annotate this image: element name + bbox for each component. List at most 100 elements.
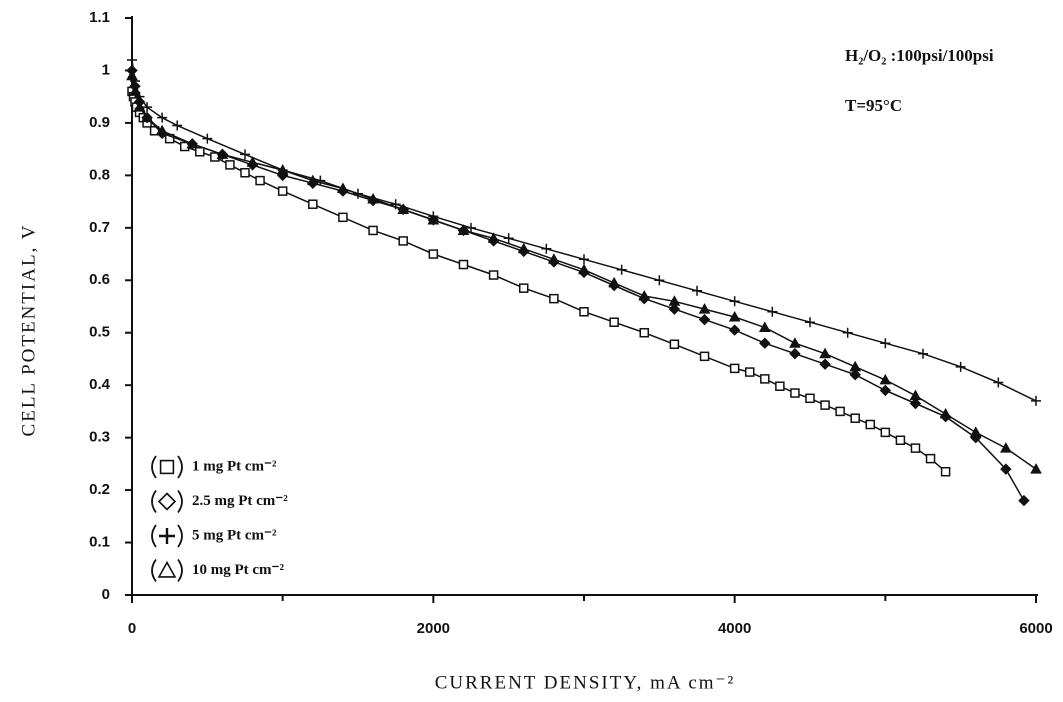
data-point (277, 186, 288, 196)
data-point (240, 167, 250, 178)
data-point (699, 351, 710, 362)
legend-bracket (177, 558, 183, 583)
data-point (172, 120, 183, 131)
data-point (918, 348, 928, 359)
data-point (1018, 494, 1030, 507)
y-tick-label: 0.8 (89, 166, 110, 183)
y-tick-label: 0.7 (89, 219, 110, 236)
data-point (457, 224, 470, 235)
legend-label: 5 mg Pt cm⁻² (192, 527, 277, 543)
data-point (728, 310, 741, 322)
y-tick-label: 0.4 (89, 376, 111, 393)
y-tick-label: 1 (102, 61, 110, 78)
data-point (338, 212, 348, 223)
data-point (789, 337, 801, 348)
data-point (698, 313, 711, 326)
annotation: H₂/O₂ :100psi/100psi (845, 46, 994, 65)
data-point (910, 443, 921, 453)
data-point (195, 147, 205, 157)
data-point (466, 222, 476, 233)
data-point (142, 102, 153, 113)
data-point (849, 368, 861, 381)
y-tick-label: 0.3 (89, 429, 110, 446)
data-point (909, 397, 922, 410)
data-point (157, 112, 168, 123)
data-point (955, 361, 966, 372)
data-point (608, 276, 620, 288)
data-point (668, 303, 681, 315)
data-point (276, 164, 289, 175)
data-point (503, 233, 514, 244)
data-point (993, 377, 1004, 388)
data-point (654, 275, 665, 286)
data-point (729, 363, 740, 374)
data-point (397, 203, 410, 214)
data-point (639, 327, 650, 338)
y-tick-label: 0 (102, 586, 110, 603)
data-point (541, 243, 552, 254)
data-point (767, 306, 778, 317)
data-point (940, 466, 951, 477)
data-point (925, 453, 936, 464)
legend-bracket (151, 455, 157, 479)
data-point (698, 303, 711, 314)
data-point (518, 283, 529, 293)
data-point (1030, 463, 1042, 474)
data-point (186, 137, 199, 149)
data-point (308, 199, 318, 209)
data-point (126, 69, 138, 81)
data-point (850, 413, 860, 423)
data-point (306, 174, 319, 186)
legend-symbol (158, 527, 175, 544)
data-point (880, 427, 891, 438)
x-tick-label: 2000 (417, 620, 450, 637)
legend-symbol (157, 560, 177, 578)
data-point (692, 285, 702, 296)
data-point (1031, 395, 1041, 406)
legend-label: 1 mg Pt cm⁻² (192, 458, 277, 474)
x-tick-label: 4000 (718, 620, 751, 637)
data-point (129, 85, 141, 96)
data-point (428, 249, 439, 259)
data-point (368, 225, 378, 236)
legend-bracket (177, 455, 183, 479)
data-point (488, 270, 499, 280)
data-point (216, 148, 229, 159)
data-point (760, 374, 770, 384)
y-axis-label: CELL POTENTIAL, V (18, 224, 39, 437)
data-point (141, 111, 153, 123)
data-point (790, 388, 800, 398)
data-point (337, 182, 349, 193)
data-point (579, 306, 589, 317)
data-point (549, 293, 559, 304)
data-point (367, 192, 379, 204)
data-point (240, 149, 250, 160)
y-tick-label: 1.1 (89, 9, 110, 26)
data-point (744, 367, 755, 377)
data-point (133, 101, 146, 112)
y-tick-label: 0.5 (89, 324, 110, 341)
data-point (458, 259, 469, 270)
data-point (548, 253, 560, 264)
data-point (669, 339, 680, 350)
data-point (820, 400, 830, 410)
data-point (315, 175, 326, 186)
data-point (849, 360, 862, 372)
data-point (895, 435, 906, 446)
data-point (879, 373, 892, 385)
legend-bracket (177, 524, 183, 548)
legend-label: 2.5 mg Pt cm⁻² (192, 493, 288, 509)
data-point (578, 263, 590, 275)
data-point (835, 406, 845, 417)
data-point (969, 426, 982, 437)
data-point (225, 160, 235, 170)
data-point (759, 337, 771, 349)
data-point (758, 321, 771, 332)
data-point (1000, 463, 1012, 475)
data-point (579, 254, 589, 265)
data-point (880, 338, 891, 349)
data-point (616, 264, 627, 275)
data-point (805, 317, 815, 328)
